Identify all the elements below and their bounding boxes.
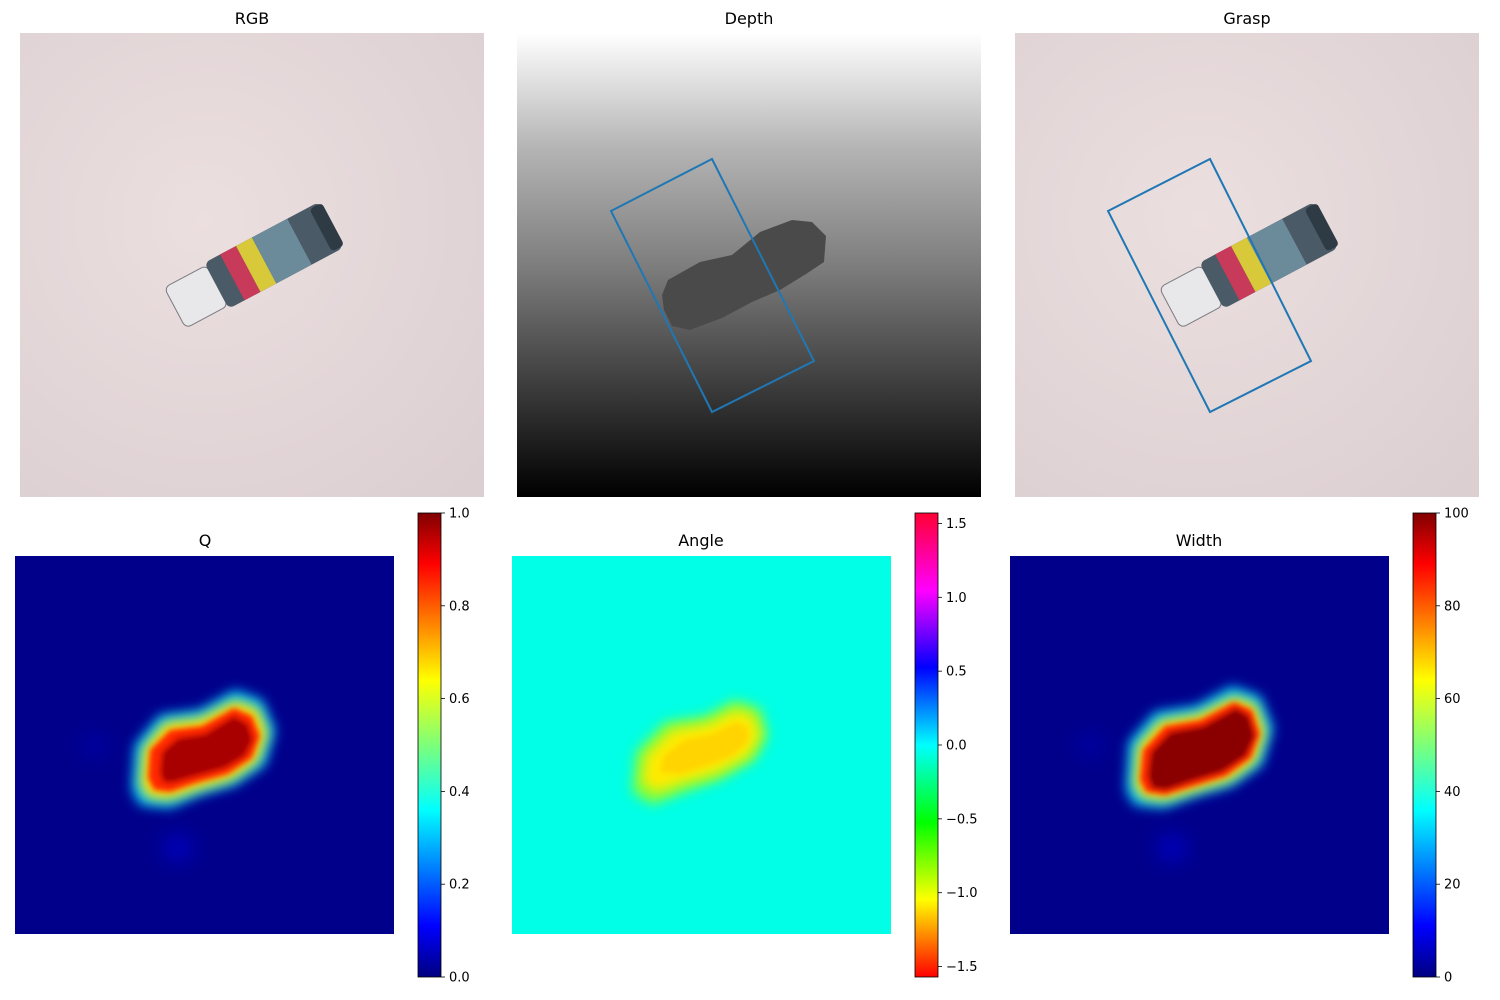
angle-colorbar-ticks: −1.5 −1.0 −0.5 0.0 0.5 1.0 1.5 xyxy=(938,517,978,975)
depth-grasp-rectangle xyxy=(609,157,816,414)
q-colorbar-tick-label: 0.4 xyxy=(449,785,470,800)
depth-image xyxy=(517,33,981,497)
width-colorbar: 0 20 40 60 80 100 xyxy=(1412,507,1469,986)
angle-title: Angle xyxy=(678,531,724,550)
angle-colorbar-tick-label: −1.5 xyxy=(946,960,978,975)
depth-object-blob xyxy=(662,220,826,330)
q-heatmap xyxy=(15,556,394,934)
width-colorbar-tick-label: 60 xyxy=(1444,692,1461,707)
grasp-image xyxy=(1015,33,1479,497)
angle-colorbar-tick-label: 1.0 xyxy=(946,591,967,606)
grasp-title: Grasp xyxy=(1223,9,1270,28)
angle-colorbar-tick-label: −0.5 xyxy=(946,812,978,827)
q-colorbar-tick-label: 0.8 xyxy=(449,599,470,614)
width-heatmap xyxy=(1010,556,1389,934)
depth-title: Depth xyxy=(725,9,774,28)
angle-heatmap xyxy=(512,556,891,934)
angle-colorbar-tick-label: 1.5 xyxy=(946,517,967,532)
q-colorbar-tick-label: 1.0 xyxy=(449,507,470,522)
width-title: Width xyxy=(1176,531,1222,550)
q-colorbar: 0.0 0.2 0.4 0.6 0.8 1.0 xyxy=(417,507,470,986)
q-colorbar-tick-label: 0.0 xyxy=(449,971,470,986)
grasp-object-bottle xyxy=(1160,203,1338,327)
angle-colorbar-tick-label: 0.5 xyxy=(946,665,967,680)
q-colorbar-ticks: 0.0 0.2 0.4 0.6 0.8 1.0 xyxy=(441,507,470,986)
angle-colorbar-tick-label: 0.0 xyxy=(946,739,967,754)
grasp-rectangle xyxy=(1106,157,1313,414)
q-colorbar-tick-label: 0.6 xyxy=(449,692,470,707)
object-bottle xyxy=(165,203,343,327)
width-colorbar-tick-label: 20 xyxy=(1444,878,1461,893)
q-colorbar-tick-label: 0.2 xyxy=(449,878,470,893)
width-colorbar-tick-label: 40 xyxy=(1444,785,1461,800)
angle-colorbar: −1.5 −1.0 −0.5 0.0 0.5 1.0 1.5 xyxy=(914,512,978,978)
width-colorbar-tick-label: 0 xyxy=(1444,971,1452,986)
width-colorbar-tick-label: 80 xyxy=(1444,599,1461,614)
q-title: Q xyxy=(199,531,212,550)
width-colorbar-ticks: 0 20 40 60 80 100 xyxy=(1436,507,1469,986)
width-colorbar-tick-label: 100 xyxy=(1444,507,1469,522)
rgb-image xyxy=(20,33,484,497)
rgb-title: RGB xyxy=(235,9,270,28)
angle-colorbar-tick-label: −1.0 xyxy=(946,886,978,901)
